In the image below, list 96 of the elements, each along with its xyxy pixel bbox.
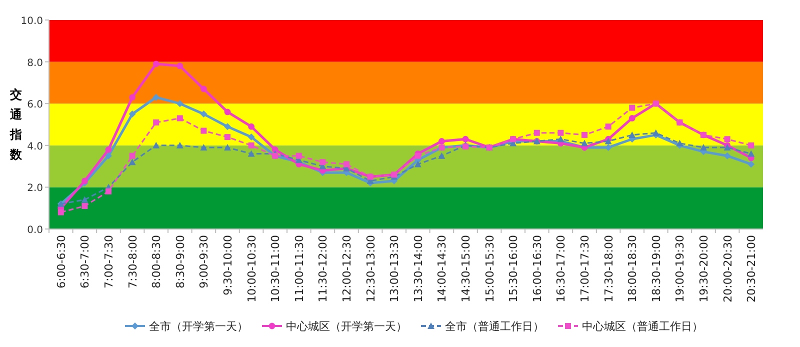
point: [248, 123, 254, 130]
x-tick-label: 12:30-13:00: [364, 235, 378, 302]
point: [557, 136, 564, 142]
point: [224, 144, 231, 150]
point: [200, 110, 208, 118]
legend-label: 中心城区（开学第一天）: [286, 320, 407, 333]
x-tick-label: 14:00-14:30: [436, 235, 449, 302]
point: [748, 160, 755, 168]
x-tick-label: 9:30-10:00: [222, 235, 234, 296]
x-tick-label: 13:00-13:30: [388, 235, 402, 302]
x-tick-label: 12:00-12:30: [340, 235, 354, 302]
point: [200, 86, 207, 92]
point: [296, 152, 302, 159]
point: [200, 144, 208, 150]
point: [106, 188, 112, 194]
y-tick-label: 0.0: [27, 225, 43, 236]
point: [152, 60, 160, 68]
x-tick-label: 18:00-18:30: [626, 235, 640, 302]
point: [438, 152, 446, 159]
point: [248, 134, 255, 141]
point: [605, 124, 612, 130]
point: [438, 138, 445, 144]
point: [176, 142, 184, 148]
x-tick-label: 8:00-8:30: [150, 235, 164, 288]
point: [652, 129, 660, 136]
point: [176, 115, 183, 122]
x-tick-label: 19:30-20:00: [698, 235, 710, 302]
x-tick-label: 11:00-11:30: [292, 235, 306, 302]
point: [82, 203, 88, 210]
x-tick-label: 10:00-10:30: [245, 235, 258, 302]
point: [700, 144, 707, 150]
x-tick-label: 9:00-9:30: [198, 235, 211, 288]
point: [581, 140, 588, 146]
legend-label: 全市（开学第一天）: [149, 320, 248, 333]
point: [462, 136, 469, 142]
point: [248, 150, 255, 157]
point: [128, 158, 136, 166]
point: [414, 160, 422, 168]
x-tick-label: 19:00-19:30: [674, 235, 687, 302]
point: [152, 94, 160, 101]
x-tick-label: 10:30-11:00: [269, 235, 282, 302]
legend-label: 全市（普通工作日）: [445, 320, 544, 333]
point: [153, 119, 160, 126]
x-tick-label: 14:30-15:00: [460, 235, 472, 302]
point: [82, 178, 88, 184]
y-axis-title: 交通指数: [9, 88, 23, 162]
legend-label: 中心城区（普通工作日）: [582, 320, 703, 333]
point: [724, 136, 730, 142]
x-tick-label: 15:30-16:00: [507, 235, 520, 302]
point: [676, 140, 684, 146]
x-tick-label: 7:30-8:00: [126, 235, 140, 288]
point: [724, 152, 731, 160]
x-tick-label: 8:30-9:00: [174, 235, 187, 288]
x-tick-label: 16:00-16:30: [530, 235, 544, 302]
y-tick-label: 10.0: [20, 16, 43, 27]
x-tick-label: 11:30-12:00: [316, 235, 330, 302]
point: [224, 108, 231, 116]
point: [629, 104, 636, 111]
point: [176, 62, 184, 70]
x-tick-label: 6:00-6:30: [54, 235, 68, 288]
y-tick-label: 8.0: [27, 58, 43, 69]
point: [534, 130, 540, 136]
point: [58, 209, 64, 216]
point: [152, 142, 160, 148]
x-tick-label: 17:30-18:00: [602, 235, 616, 302]
point: [748, 142, 754, 148]
x-tick-label: 7:00-7:30: [102, 235, 116, 288]
point: [320, 159, 326, 166]
point: [344, 161, 350, 168]
point: [748, 150, 755, 157]
x-tick-label: 20:00-20:30: [721, 235, 734, 302]
point: [105, 146, 112, 153]
x-tick-label: 16:30-17:00: [554, 235, 568, 302]
x-tick-label: 13:30-14:00: [412, 235, 425, 302]
x-tick-label: 15:00-15:30: [483, 235, 496, 302]
x-tick-label: 6:30-7:00: [78, 235, 92, 288]
point: [176, 100, 184, 108]
point: [129, 94, 136, 101]
point: [628, 115, 636, 122]
point: [224, 123, 231, 130]
point: [628, 131, 636, 138]
x-tick-label: 18:30-19:00: [650, 235, 663, 302]
x-tick-label: 20:30-21:00: [745, 235, 758, 302]
y-tick-label: 4.0: [27, 141, 43, 152]
point: [582, 132, 588, 138]
y-tick-label: 6.0: [27, 100, 43, 111]
point: [224, 134, 230, 140]
point: [81, 196, 88, 203]
point: [558, 130, 564, 136]
y-tick-label: 2.0: [27, 183, 43, 194]
point: [248, 142, 254, 148]
point: [129, 152, 136, 159]
point: [128, 110, 136, 118]
point: [200, 128, 207, 134]
x-tick-label: 17:00-17:30: [578, 235, 592, 302]
point: [105, 152, 112, 160]
